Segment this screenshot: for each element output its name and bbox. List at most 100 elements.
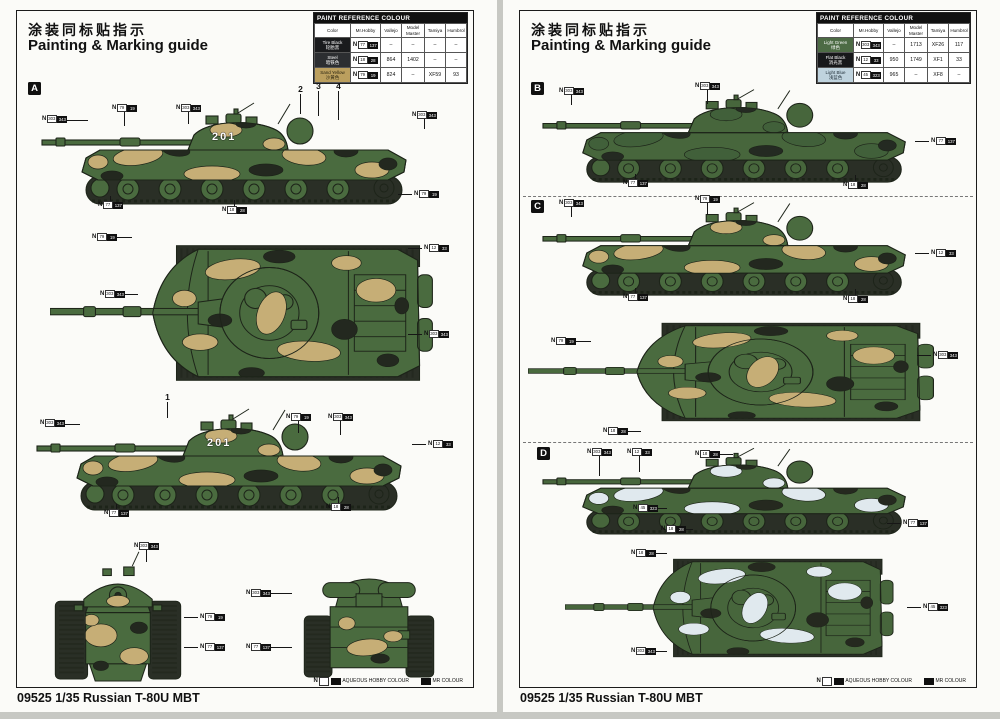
paint-callout: N 303 343 [176, 103, 202, 113]
callout-line [116, 504, 117, 509]
paint-reference-table: PAINT REFERENCE COLOUR Color Mr.Hobby Va… [816, 12, 971, 84]
callout-line [707, 203, 708, 215]
instruction-page-right: 涂装同标贴指示 Painting & Marking guide B C D P… [503, 0, 1000, 712]
paint-callout: N 303 343 [40, 418, 66, 428]
vallejo-code: 824 [380, 67, 402, 83]
paint-callout: N 303 343 [559, 198, 585, 208]
turret-number: 201 [207, 437, 232, 449]
scheme-divider [523, 196, 973, 197]
col-mrhobby: Mr.Hobby [853, 23, 884, 38]
humbrol-code: – [445, 37, 467, 53]
modelmaster-code: 1713 [904, 37, 928, 53]
paint-callout: N 18 28 [661, 524, 687, 534]
tank-side-view-b [541, 85, 959, 195]
tamiya-code: – [424, 52, 446, 68]
callout-line [234, 200, 235, 206]
callout-line [188, 112, 189, 124]
paint-callout: N 303 343 [933, 350, 959, 360]
callout-line [627, 431, 641, 432]
vallejo-code: 864 [380, 52, 402, 68]
page-title-english: Painting & Marking guide [28, 37, 209, 54]
callout-line [424, 119, 425, 129]
tamiya-code: XF26 [927, 37, 949, 53]
callout-line [66, 120, 88, 121]
table-header-row: Color Mr.Hobby Vallejo Model Master Tami… [314, 23, 467, 38]
legend-mrcolour: MR COLOUR [420, 677, 463, 685]
kit-title: 09525 1/35 Russian T-80U MBT [520, 691, 703, 705]
page-border-frame [519, 10, 977, 688]
color-swatch: Light Green 绿色 [818, 38, 853, 52]
callout-line [184, 617, 198, 618]
page-border-frame [16, 10, 474, 688]
tank-rear-view [295, 543, 443, 688]
modelmaster-code: – [401, 67, 425, 83]
scheme-letter-b: B [531, 82, 544, 95]
col-color: Color [817, 23, 854, 38]
callout-line [408, 248, 422, 249]
legend-aqueous: N AQUEOUS HOBBY COLOUR [313, 677, 409, 686]
callout-line [124, 294, 138, 295]
vallejo-code: 950 [883, 52, 905, 68]
table-row: Steel 暗铁色 N 18 28 864 1402 – – [314, 52, 467, 68]
modelmaster-code: 1749 [904, 52, 928, 68]
part-marker: 1 [163, 392, 172, 418]
scheme-letter-d: D [537, 447, 550, 460]
modelmaster-code: – [401, 37, 425, 53]
col-color: Color [314, 23, 351, 38]
paint-callout: N 18 28 [631, 548, 657, 558]
page-title-english: Painting & Marking guide [531, 37, 712, 54]
tank-side-view-d [541, 444, 959, 546]
tamiya-code: XF59 [424, 67, 446, 83]
col-humbrol: Humbrol [948, 23, 970, 38]
paint-callout: N 12 33 [428, 439, 454, 449]
paint-callout: N 77 137 [246, 642, 272, 652]
callout-line [915, 253, 929, 254]
callout-line [270, 647, 292, 648]
col-modelmaster: Model Master [401, 23, 425, 38]
paint-callout: N 303 343 [42, 114, 68, 124]
callout-line [707, 90, 708, 104]
tank-top-view-c [528, 306, 968, 438]
callout-line [635, 288, 636, 293]
paint-callout: N 79 19 [112, 103, 138, 113]
paint-callout: N 303 343 [695, 81, 721, 91]
mrhobby-code: N 12 33 [855, 55, 883, 65]
paint-table-title: PAINT REFERENCE COLOUR [817, 13, 970, 23]
color-swatch: Tire Black 轮胎黑 [315, 38, 350, 52]
table-header-row: Color Mr.Hobby Vallejo Model Master Tami… [817, 23, 970, 38]
scheme-divider [523, 442, 973, 443]
tank-top-view-a [50, 222, 465, 404]
paint-callout: N 79 19 [92, 232, 118, 242]
callout-line [855, 289, 856, 295]
mrhobby-code: N 18 28 [352, 55, 380, 65]
marker-line [300, 94, 301, 114]
page-title-chinese: 涂装同标贴指示 [28, 22, 147, 38]
mrhobby-code: N 79 19 [352, 70, 380, 80]
tank-front-view [42, 540, 194, 688]
color-system-legend: N AQUEOUS HOBBY COLOUR MR COLOUR [817, 677, 966, 686]
mrhobby-code: N 77 137 [352, 40, 379, 50]
callout-line [398, 194, 412, 195]
table-row: Tire Black 轮胎黑 N 77 137 – – – – [314, 37, 467, 53]
color-system-legend: N AQUEOUS HOBBY COLOUR MR COLOUR [313, 677, 463, 686]
paint-callout: N 303 343 [424, 329, 450, 339]
col-tamiya: Tamiya [424, 23, 446, 38]
callout-line [116, 237, 132, 238]
humbrol-code: – [948, 67, 970, 83]
mrhobby-code: N 45 323 [855, 70, 882, 80]
paint-callout: N 12 33 [424, 243, 450, 253]
col-modelmaster: Model Master [904, 23, 928, 38]
instruction-page-left: 涂装同标贴指示 Painting & Marking guide A PAINT… [0, 0, 497, 712]
kit-title: 09525 1/35 Russian T-80U MBT [17, 691, 200, 705]
marker-line [167, 402, 168, 418]
humbrol-code: – [445, 52, 467, 68]
callout-line [146, 550, 147, 562]
humbrol-code: 93 [445, 67, 467, 83]
paint-callout: N 303 343 [631, 646, 657, 656]
callout-line [907, 607, 921, 608]
table-row: Flat Black 消光黑 N 12 33 950 1749 XF1 33 [817, 52, 970, 68]
paint-callout: N 303 343 [134, 541, 160, 551]
paint-callout: N 303 343 [559, 86, 585, 96]
paint-table-title: PAINT REFERENCE COLOUR [314, 13, 467, 23]
